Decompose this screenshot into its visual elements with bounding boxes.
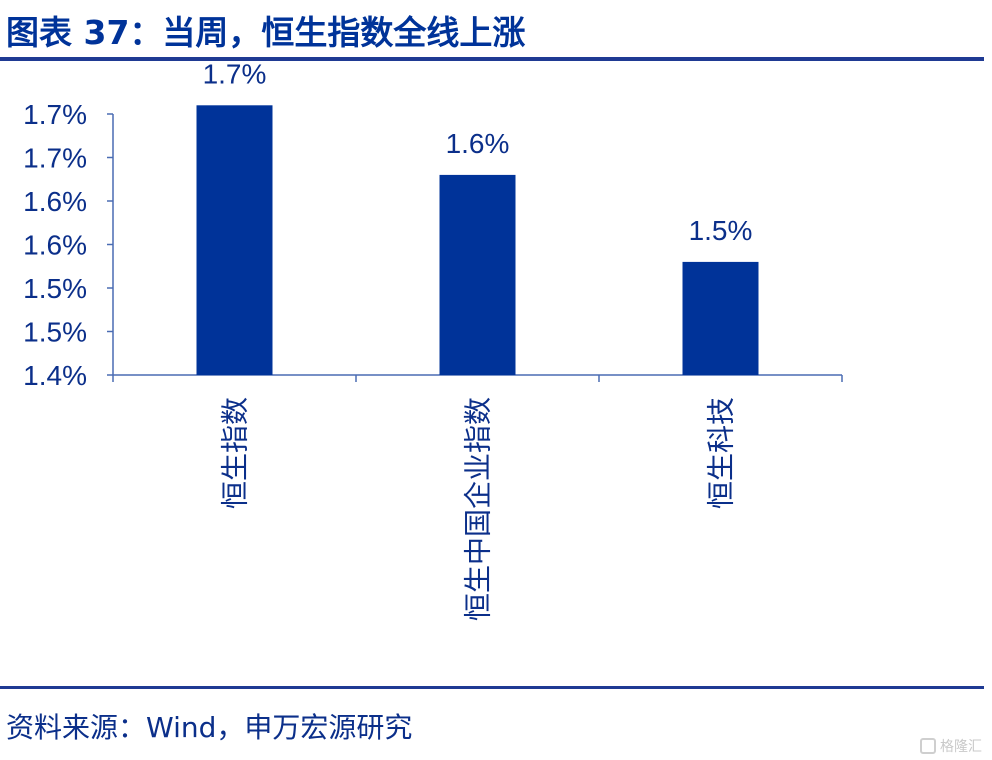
watermark-text: 格隆汇 <box>940 739 982 755</box>
category-label: 恒生指数 <box>219 397 252 509</box>
y-tick-label: 1.6% <box>23 186 87 217</box>
y-tick-label: 1.5% <box>23 273 87 304</box>
y-tick-label: 1.7% <box>23 143 87 174</box>
data-label: 1.5% <box>689 215 753 246</box>
bar <box>682 261 759 375</box>
y-tick-label: 1.4% <box>23 360 87 391</box>
bar <box>196 105 273 376</box>
y-tick-label: 1.7% <box>23 99 87 130</box>
y-tick-label: 1.5% <box>23 317 87 348</box>
category-label: 恒生科技 <box>705 397 738 509</box>
figure-title: 图表 37：当周，恒生指数全线上涨 <box>6 13 526 52</box>
source-note: 资料来源：Wind，申万宏源研究 <box>6 711 413 744</box>
y-tick-label: 1.6% <box>23 230 87 261</box>
bar-chart: 1.4% 1.5% 1.5% 1.6% 1.6% 1.7% 1.7% 1.7% 恒生指数 1.6%… <box>23 62 843 621</box>
source-divider <box>0 686 984 689</box>
watermark: 格隆汇 <box>920 736 982 756</box>
bar <box>439 174 516 375</box>
watermark-logo-icon <box>920 738 936 754</box>
data-label: 1.7% <box>203 62 267 89</box>
category-label: 恒生中国企业指数 <box>462 397 495 621</box>
title-divider <box>0 57 984 61</box>
data-label: 1.6% <box>446 128 510 159</box>
